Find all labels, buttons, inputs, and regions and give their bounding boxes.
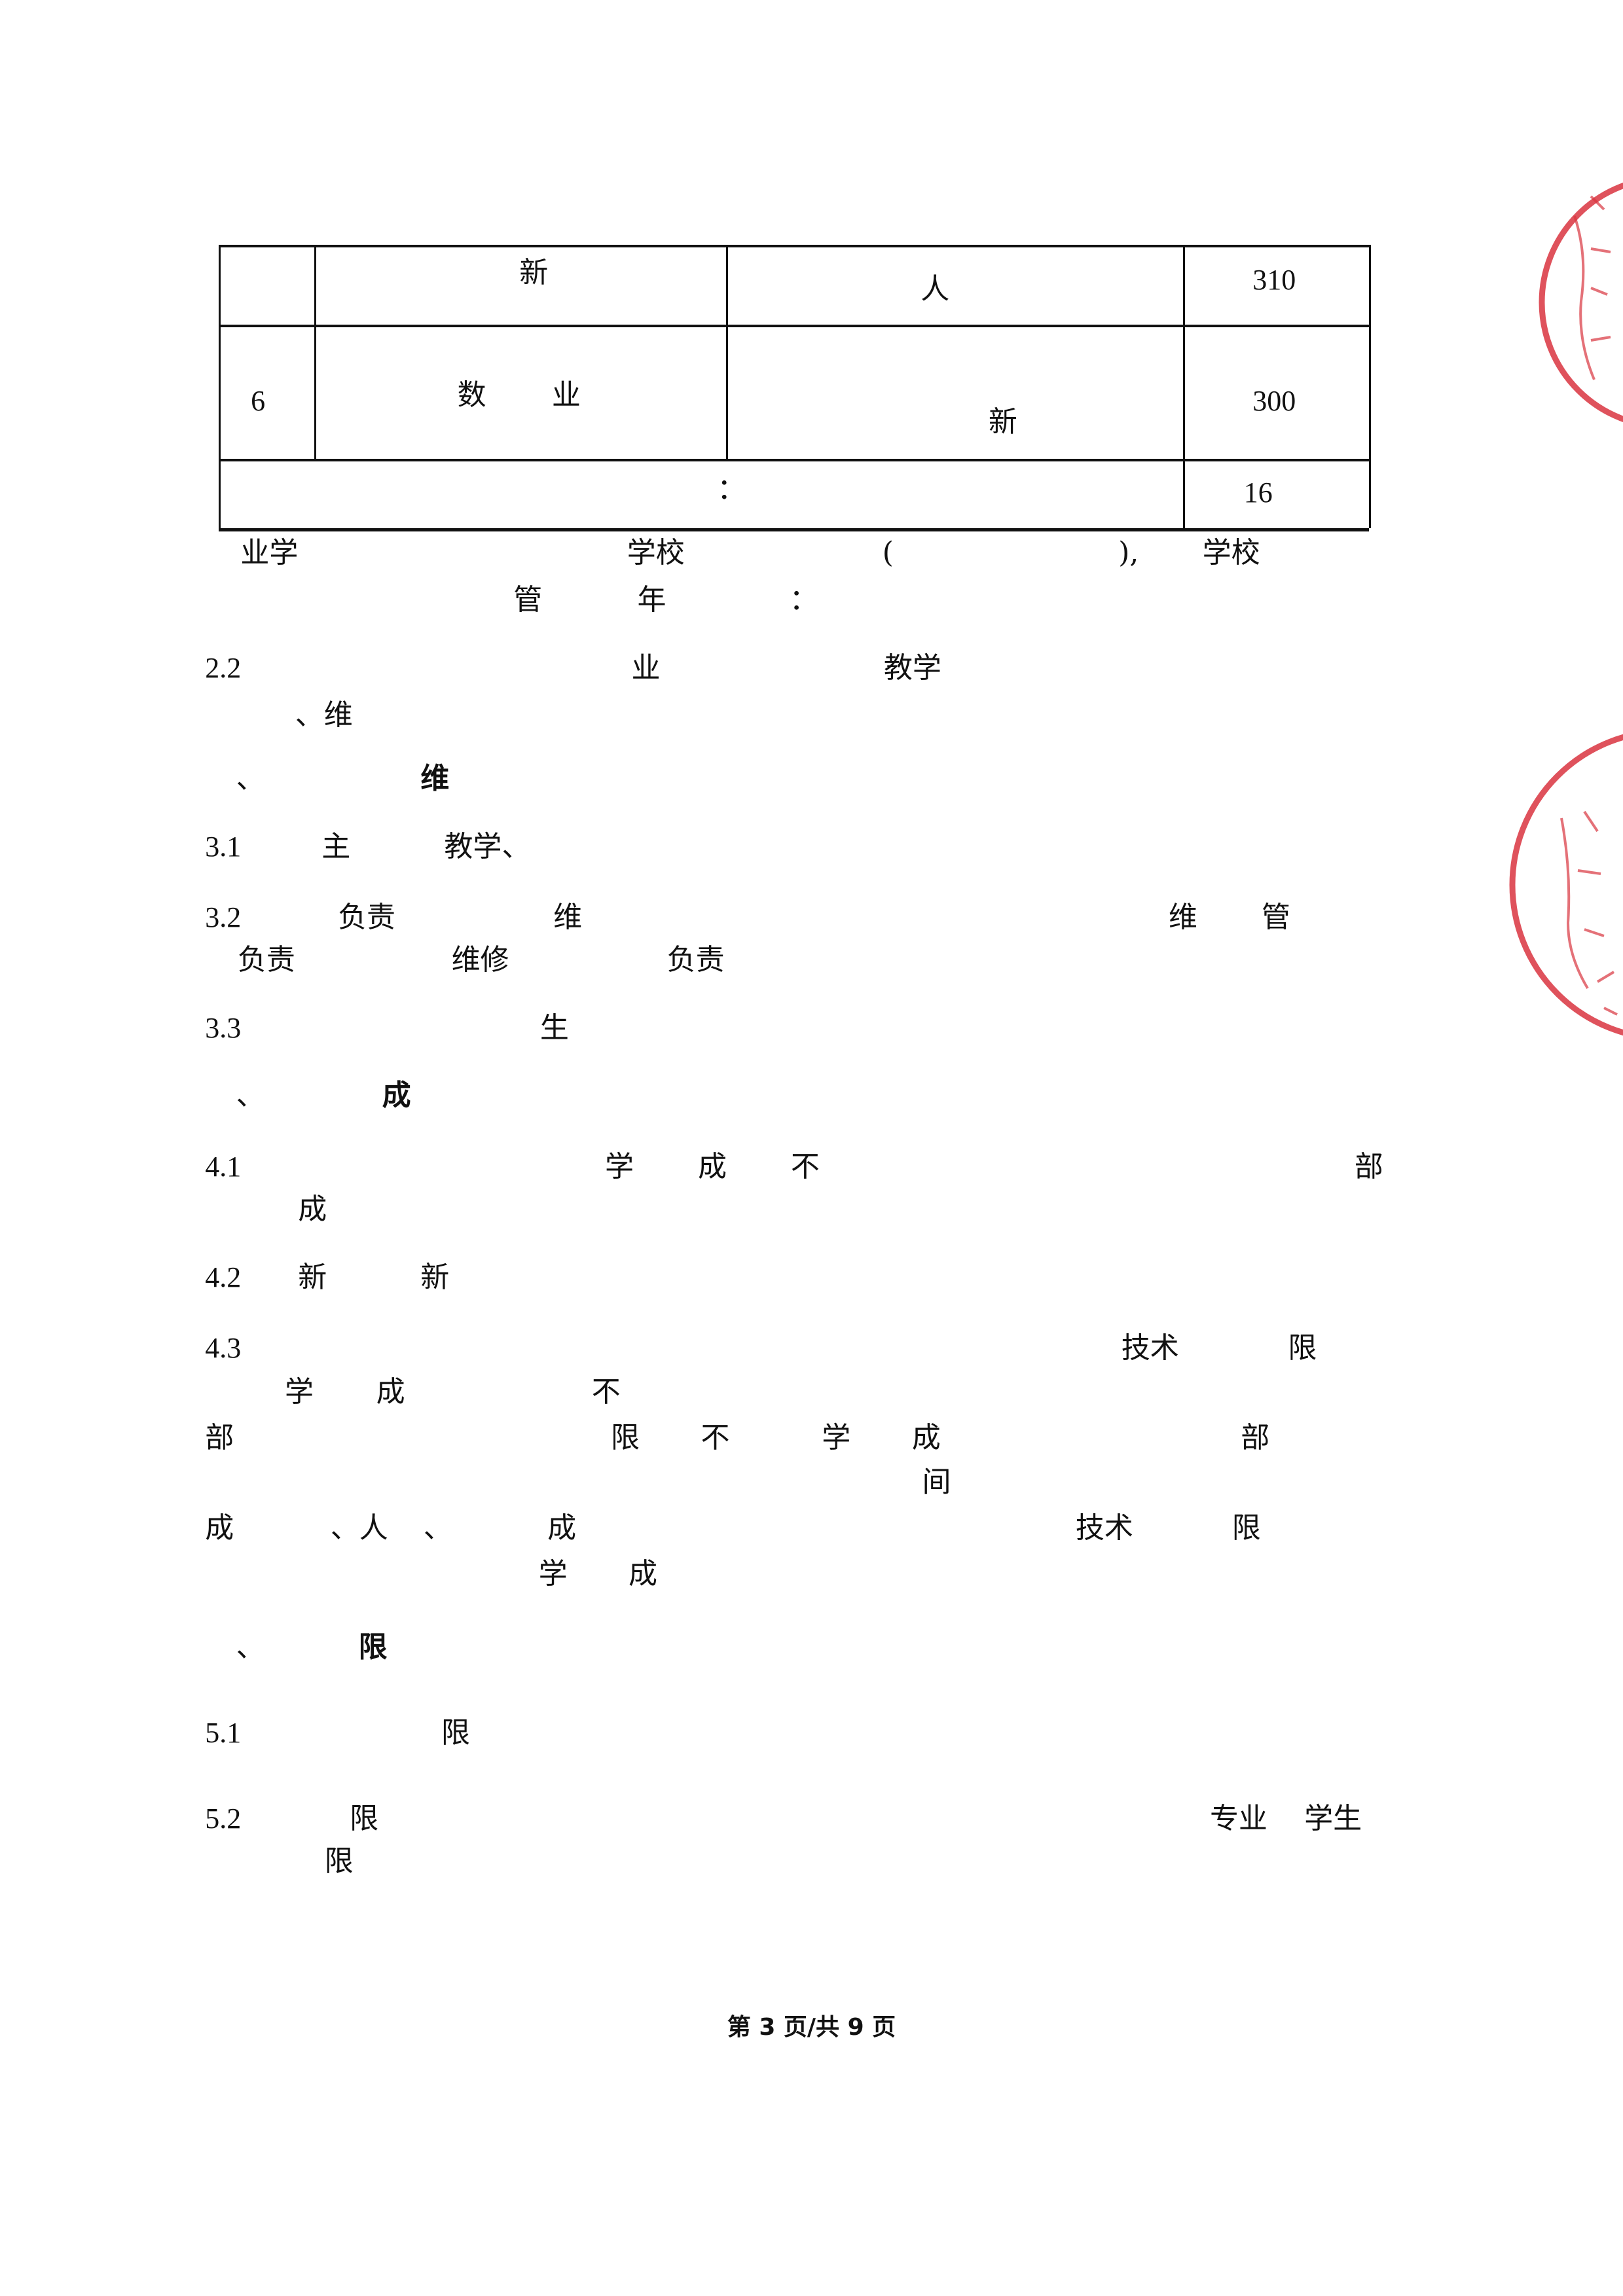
text-fragment: 限 xyxy=(1231,1511,1261,1545)
text-fragment: 成 xyxy=(547,1511,577,1545)
text-fragment: 负责 xyxy=(666,943,725,977)
table-border xyxy=(314,245,317,459)
text-fragment: 成 xyxy=(205,1511,234,1545)
text-fragment: 不 xyxy=(701,1421,730,1455)
text-fragment: 间 xyxy=(922,1465,951,1499)
text-fragment: 、 xyxy=(236,1079,265,1113)
text-fragment: 、人 xyxy=(330,1511,388,1545)
text-fragment: 专业 xyxy=(1209,1801,1267,1835)
text-fragment: 学 xyxy=(822,1421,851,1455)
text-fragment: 5.1 xyxy=(205,1716,242,1749)
section-heading: 维 xyxy=(420,761,450,795)
table-cell: 6 xyxy=(251,384,266,417)
text-fragment: 教学、 xyxy=(444,829,531,863)
text-fragment: 成 xyxy=(376,1375,405,1409)
table-border xyxy=(218,245,221,528)
text-fragment: 5.2 xyxy=(205,1802,242,1835)
text-fragment: 年 xyxy=(637,583,666,617)
table-cell: 数 xyxy=(457,378,486,412)
table-cell: 人 xyxy=(921,272,950,306)
text-fragment: 生 xyxy=(539,1011,569,1045)
table-border xyxy=(1369,245,1372,528)
text-fragment: 学校 xyxy=(627,536,685,570)
text-fragment: 技术 xyxy=(1075,1511,1133,1545)
text-fragment: 不 xyxy=(790,1149,820,1183)
text-fragment: 业学 xyxy=(240,536,299,570)
table-cell: 新 xyxy=(519,255,549,289)
table-border xyxy=(1183,245,1186,528)
text-fragment: 、 xyxy=(423,1511,452,1545)
text-fragment: 学 xyxy=(284,1375,314,1409)
text-fragment: 部 xyxy=(205,1421,234,1455)
table-border xyxy=(725,245,728,459)
seal-ring-top xyxy=(1539,183,1623,422)
text-fragment: 3.2 xyxy=(205,901,242,933)
text-fragment: 技术 xyxy=(1121,1331,1179,1365)
text-fragment: 业 xyxy=(631,651,661,685)
text-fragment: 管 xyxy=(513,583,543,617)
text-fragment: 4.2 xyxy=(205,1261,242,1293)
text-fragment: 4.3 xyxy=(205,1331,242,1364)
text-fragment: 成 xyxy=(697,1149,727,1183)
text-fragment: ： xyxy=(789,583,818,617)
text-fragment: 、 xyxy=(236,761,265,795)
text-fragment: 成 xyxy=(298,1192,327,1226)
table-border xyxy=(218,528,1370,531)
table-cell: 310 xyxy=(1252,264,1296,296)
text-fragment: 维 xyxy=(1168,900,1197,934)
seal-ring-bottom xyxy=(1509,734,1623,1036)
text-fragment: 限 xyxy=(324,1844,354,1878)
seal-text-top xyxy=(1573,195,1611,380)
text-fragment: 新 xyxy=(420,1260,450,1294)
table-cell: 业 xyxy=(551,378,581,412)
seal-text-bottom xyxy=(1560,810,1618,1016)
text-fragment: 学 xyxy=(538,1556,568,1590)
text-fragment: 不 xyxy=(591,1375,621,1409)
table-cell: 新 xyxy=(988,404,1017,439)
text-fragment: 维 xyxy=(553,900,583,934)
table-cell: ： xyxy=(717,473,746,507)
text-fragment: 主 xyxy=(321,829,351,863)
text-fragment: 部 xyxy=(1354,1149,1383,1183)
text-fragment: 学 xyxy=(604,1149,634,1183)
text-fragment: ( xyxy=(882,536,894,570)
text-fragment: 管 xyxy=(1261,900,1290,934)
text-fragment: 学生 xyxy=(1304,1801,1362,1835)
section-heading: 成 xyxy=(382,1079,411,1113)
table-border xyxy=(218,245,1370,248)
text-fragment: 成 xyxy=(629,1556,658,1590)
text-fragment: 负责 xyxy=(237,943,295,977)
text-fragment: 负责 xyxy=(338,900,396,934)
text-fragment: 限 xyxy=(610,1421,640,1455)
text-fragment: 限 xyxy=(441,1715,470,1749)
text-fragment: 成 xyxy=(911,1421,941,1455)
text-fragment: 2.2 xyxy=(205,651,242,684)
text-fragment: 、 xyxy=(236,1630,265,1664)
text-fragment: ), xyxy=(1118,536,1139,570)
text-fragment: 3.3 xyxy=(205,1011,242,1044)
text-fragment: 维修 xyxy=(451,943,509,977)
text-fragment: 3.1 xyxy=(205,830,242,863)
section-heading: 限 xyxy=(358,1630,388,1664)
text-fragment: 部 xyxy=(1241,1421,1270,1455)
text-fragment: 限 xyxy=(350,1801,379,1835)
table-cell: 16 xyxy=(1243,476,1273,509)
text-fragment: 教学 xyxy=(883,651,941,685)
page-footer: 第 3 页/共 9 页 xyxy=(727,2014,896,2041)
table-cell: 300 xyxy=(1252,384,1296,417)
table-border xyxy=(218,324,1370,327)
text-fragment: 、维 xyxy=(295,698,353,732)
text-fragment: 新 xyxy=(298,1260,327,1294)
text-fragment: 限 xyxy=(1288,1331,1317,1365)
table-border xyxy=(218,458,1370,461)
text-fragment: 学校 xyxy=(1202,536,1260,570)
text-fragment: 4.1 xyxy=(205,1150,242,1183)
